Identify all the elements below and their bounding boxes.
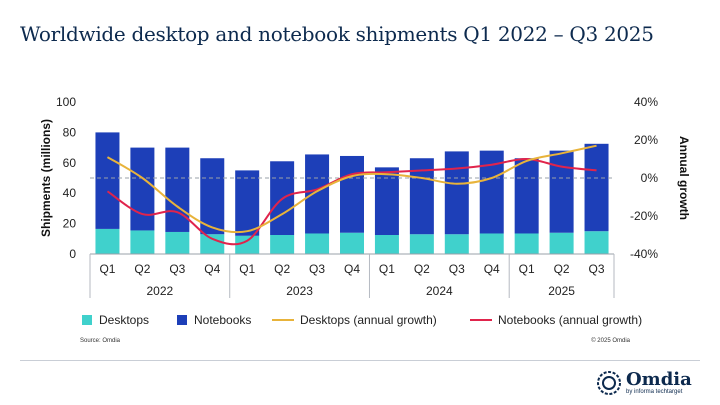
notebooks-bar xyxy=(584,143,609,232)
x-tick-label: Q2 xyxy=(554,262,570,276)
desktops-bar xyxy=(95,228,120,254)
year-label: 2023 xyxy=(286,284,313,298)
y2-tick-label: 40% xyxy=(634,95,658,109)
x-tick-label: Q3 xyxy=(309,262,325,276)
legend-label: Notebooks (annual growth) xyxy=(498,313,642,327)
y2-tick-label: 20% xyxy=(634,133,658,147)
footer-divider xyxy=(20,360,700,361)
x-tick-label: Q1 xyxy=(379,262,395,276)
desktops-bar xyxy=(549,232,574,254)
notebooks-bar xyxy=(549,150,574,233)
notebooks-bar xyxy=(165,147,190,232)
y2-axis-title: Annual growth xyxy=(677,136,691,220)
year-label: 2024 xyxy=(426,284,453,298)
logo-wordmark: Omdia xyxy=(626,369,692,390)
y-tick-label: 20 xyxy=(63,217,77,231)
desktops-bar xyxy=(514,233,539,254)
year-label: 2022 xyxy=(147,284,174,298)
x-tick-label: Q1 xyxy=(239,262,255,276)
logo-tagline: by informa techtarget xyxy=(626,389,683,395)
notebooks-bar xyxy=(130,147,155,231)
x-tick-label: Q3 xyxy=(169,262,185,276)
notebooks-bar xyxy=(514,158,539,234)
desktops-bar xyxy=(270,235,295,254)
legend-swatch xyxy=(82,315,92,325)
x-tick-label: Q1 xyxy=(99,262,115,276)
x-tick-label: Q2 xyxy=(414,262,430,276)
notebooks-bar xyxy=(235,170,260,236)
chart: 0 20 40 60 80 100 -40% -20% 0% 20% 40% Shipments (m… xyxy=(39,95,691,344)
desktops-bar xyxy=(130,230,155,254)
notebooks-bar xyxy=(340,155,364,233)
notebooks-bar xyxy=(200,158,225,235)
desktops-bar xyxy=(479,233,504,254)
desktops-bar xyxy=(165,231,190,254)
notebooks-bar xyxy=(95,132,120,229)
legend-label: Desktops (annual growth) xyxy=(300,313,437,327)
y2-tick-label: 0% xyxy=(641,171,659,185)
y-tick-label: 80 xyxy=(63,125,77,139)
y-tick-label: 40 xyxy=(63,186,77,200)
copyright-note: © 2025 Omdia xyxy=(591,337,630,344)
y-axis-title: Shipments (millions) xyxy=(39,119,53,237)
y-tick-label: 60 xyxy=(63,156,77,170)
chart-title: Worldwide desktop and notebook shipments… xyxy=(20,22,654,46)
desktops-bar xyxy=(235,235,260,254)
x-tick-label: Q3 xyxy=(449,262,465,276)
notebooks-bar xyxy=(374,167,399,235)
desktops-growth-line xyxy=(106,144,597,234)
desktops-bar xyxy=(444,234,469,254)
y-tick-label: 0 xyxy=(69,247,76,261)
x-tick-label: Q3 xyxy=(589,262,605,276)
x-tick-label: Q4 xyxy=(204,262,220,276)
desktops-bar xyxy=(305,233,330,254)
desktops-bar xyxy=(584,231,609,254)
year-label: 2025 xyxy=(548,284,575,298)
desktops-bar xyxy=(340,232,364,254)
desktops-bar xyxy=(200,234,225,254)
notebooks-bar xyxy=(444,151,469,235)
source-note: Source: Omdia xyxy=(80,338,121,344)
omdia-logo-icon xyxy=(597,371,621,395)
desktops-bar xyxy=(374,235,399,254)
x-tick-label: Q4 xyxy=(484,262,500,276)
x-tick-label: Q1 xyxy=(519,262,535,276)
desktops-bar xyxy=(409,234,434,254)
omdia-logo: Omdia by informa techtarget xyxy=(596,368,706,398)
x-tick-label: Q2 xyxy=(134,262,150,276)
y2-tick-label: -20% xyxy=(630,209,658,223)
legend-label: Notebooks xyxy=(194,313,251,327)
x-tick-label: Q4 xyxy=(344,262,360,276)
notebooks-growth-line xyxy=(106,157,597,246)
y-tick-label: 100 xyxy=(56,95,76,109)
notebooks-bar xyxy=(305,154,330,234)
y2-tick-label: -40% xyxy=(630,247,658,261)
x-tick-label: Q2 xyxy=(274,262,290,276)
legend-swatch xyxy=(177,315,187,325)
legend-label: Desktops xyxy=(99,313,149,327)
